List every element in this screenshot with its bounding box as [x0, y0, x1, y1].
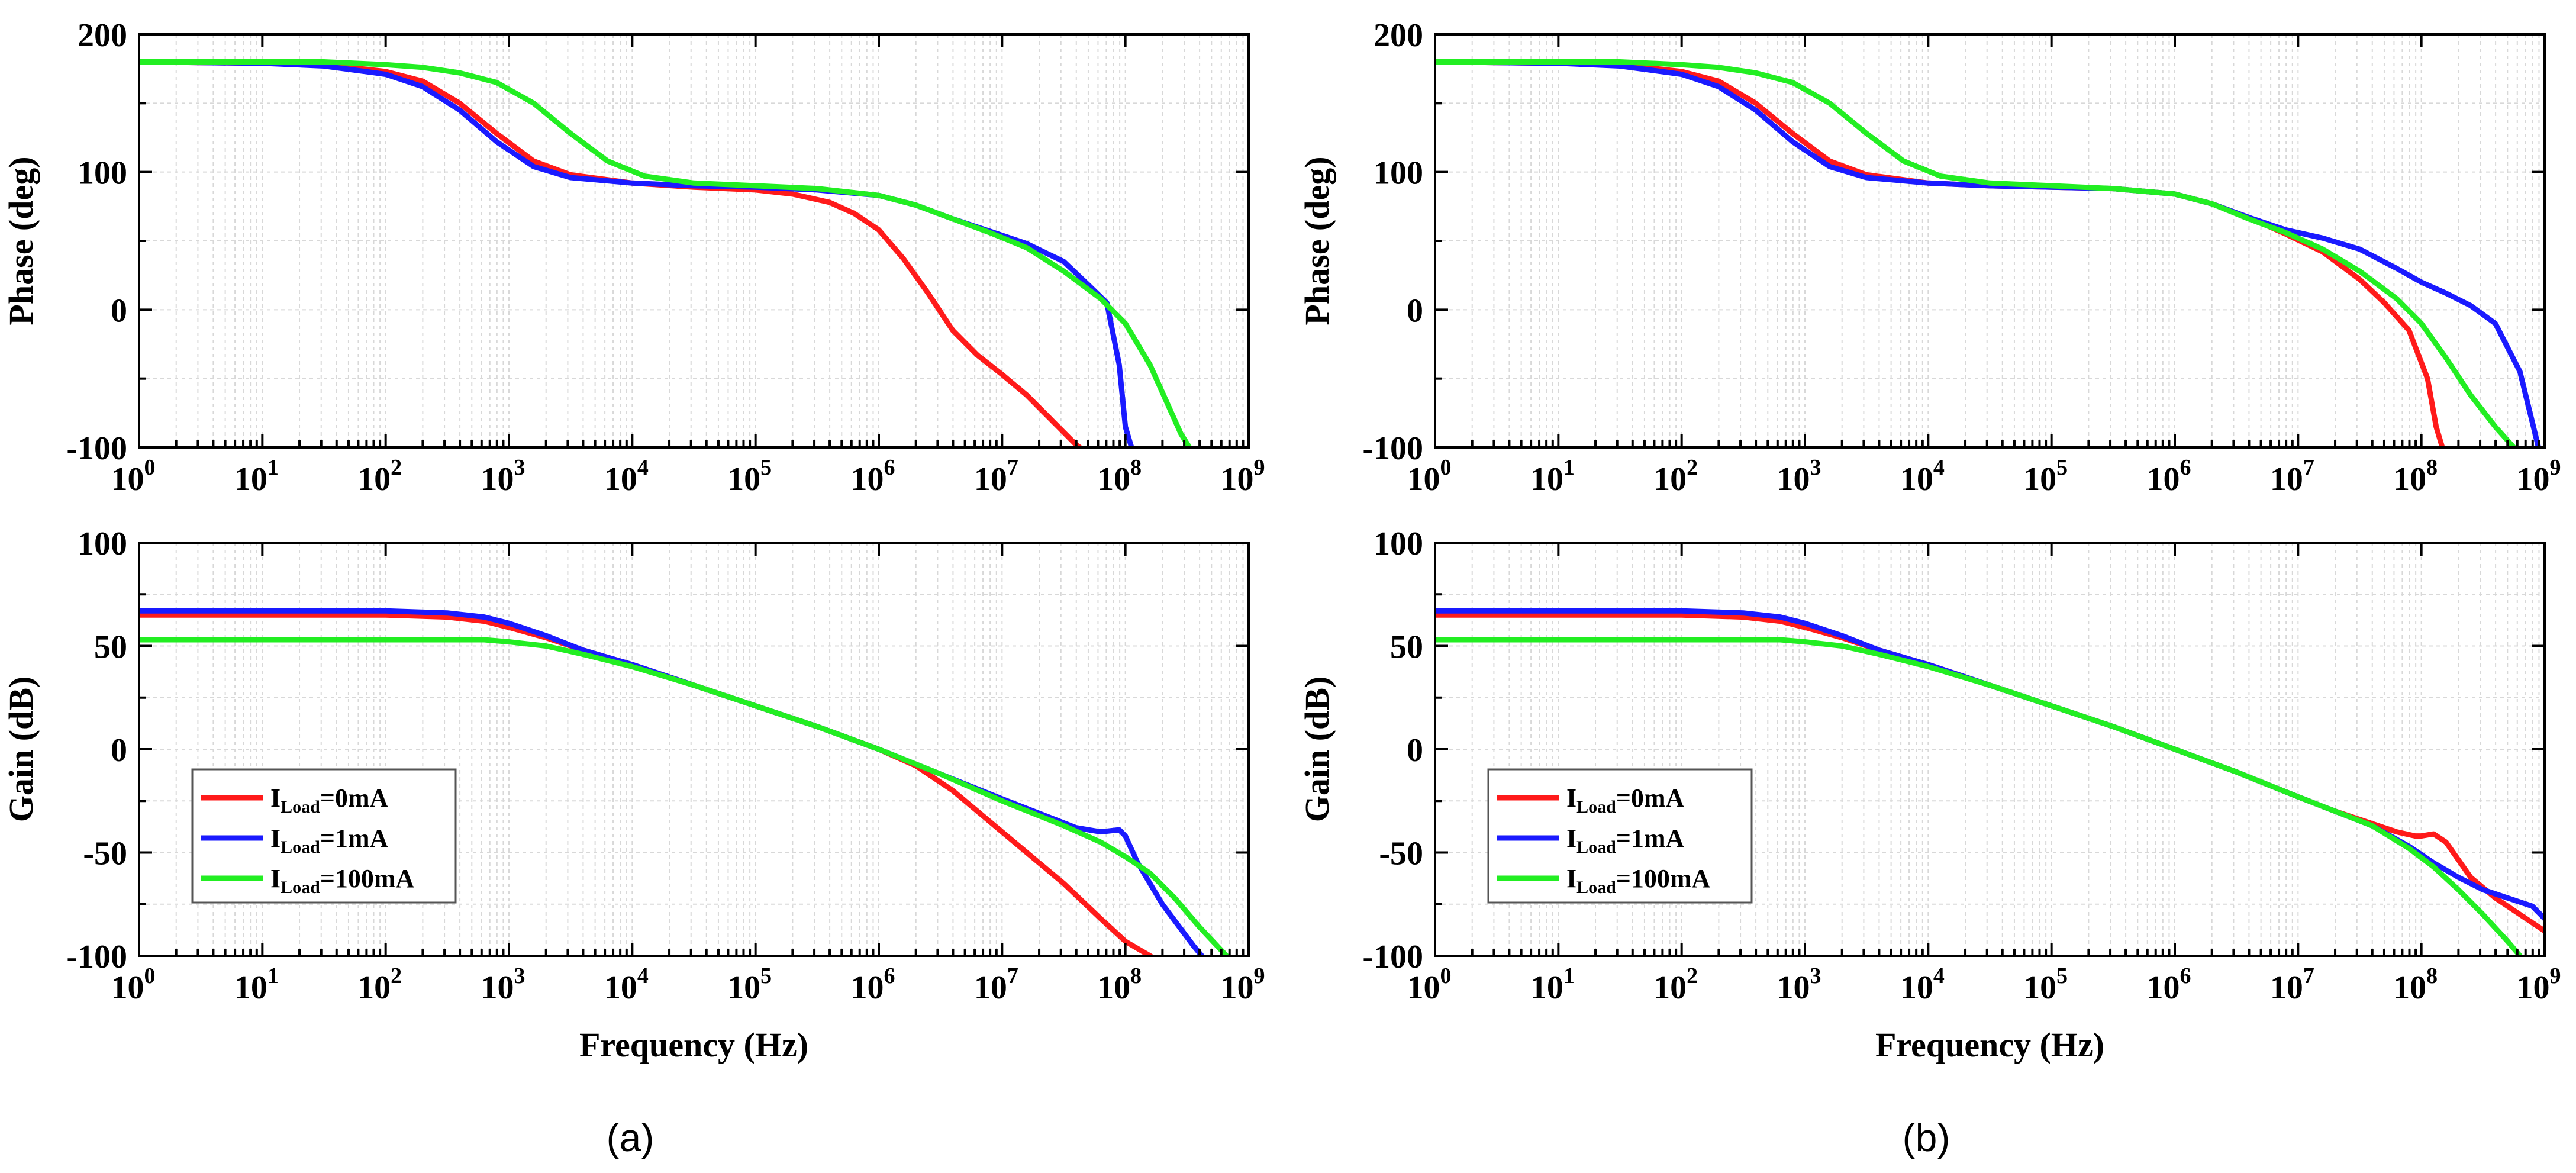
x-tick-label: 106: [851, 455, 895, 498]
x-tick-label: 105: [2023, 963, 2068, 1006]
x-tick-label: 108: [1097, 455, 1142, 498]
x-tick-label: 101: [234, 963, 279, 1006]
x-tick-label: 106: [2147, 455, 2191, 498]
y-tick-label: 200: [1374, 17, 1423, 54]
x-tick-label: 107: [974, 455, 1018, 498]
y-tick-label: 100: [1374, 155, 1423, 192]
x-tick-label: 100: [111, 963, 156, 1006]
plots-layer: 100 101 102 103 104 105 106 107 108 109 200 100 0 -10…: [2, 17, 2561, 1064]
x-tick-label: 107: [974, 963, 1018, 1006]
y-tick-label: 0: [111, 292, 127, 329]
panel-label-b: (b): [1903, 1116, 1950, 1159]
x-tick-label: 106: [851, 963, 895, 1006]
chart-a-gain: 100 101 102 103 104 105 106 107 108 109 100 50 0 -50 -…: [2, 526, 1265, 1064]
x-tick-label: 107: [2270, 455, 2314, 498]
y-axis-label: Phase (deg): [1298, 156, 1336, 325]
ticks: [1434, 33, 2546, 449]
x-tick-label: 100: [1407, 455, 1452, 498]
x-tick-label: 100: [111, 455, 156, 498]
x-tick-label: 109: [2517, 963, 2561, 1006]
y-tick-label: -100: [66, 430, 127, 467]
legends-layer: ILoad=0mAILoad=1mAILoad=100mAILoad=0mAIL…: [191, 768, 1753, 904]
x-tick-label: 105: [727, 963, 772, 1006]
y-tick-label: 0: [1407, 732, 1423, 769]
series-line-red: [1435, 59, 2445, 447]
series-line-green: [139, 637, 1229, 956]
y-tick-label: -100: [66, 939, 127, 975]
x-tick-label: 107: [2270, 963, 2314, 1006]
series-line-green: [139, 59, 1192, 447]
x-tick-label: 109: [1221, 963, 1265, 1006]
legend-entry-red: ILoad=0mA: [270, 784, 389, 817]
chart-b-phase: 100 101 102 103 104 105 106 107 108 109 200 100 0 -10…: [1298, 17, 2561, 498]
x-tick-label: 102: [357, 455, 402, 498]
chart-b-gain: 100 101 102 103 104 105 106 107 108 109 100 50 0 -50 -…: [1298, 526, 2561, 1064]
x-tick-label: 106: [2147, 963, 2191, 1006]
y-tick-label: -100: [1362, 430, 1423, 467]
x-tick-label: 105: [727, 455, 772, 498]
x-tick-label: 103: [481, 455, 525, 498]
y-axis-label: Gain (dB): [2, 676, 40, 823]
y-tick-label: 0: [111, 732, 127, 769]
x-tick-label: 103: [1777, 963, 1821, 1006]
x-tick-label: 109: [2517, 455, 2561, 498]
x-tick-label: 108: [2393, 455, 2438, 498]
y-tick-label: 50: [94, 629, 127, 666]
y-tick-label: 100: [78, 155, 127, 192]
x-axis-label: Frequency (Hz): [579, 1026, 808, 1064]
legend-entry-green: ILoad=100mA: [1566, 864, 1711, 897]
y-tick-label: 0: [1407, 292, 1423, 329]
y-axis-label: Gain (dB): [1298, 676, 1336, 823]
legend-entry-blue: ILoad=1mA: [270, 824, 389, 857]
x-tick-label: 102: [357, 963, 402, 1006]
x-tick-label: 109: [1221, 455, 1265, 498]
x-tick-label: 108: [1097, 963, 1142, 1006]
x-tick-label: 108: [2393, 963, 2438, 1006]
ticks: [1434, 542, 2546, 957]
y-tick-label: 100: [1374, 526, 1423, 562]
chart-a-phase: 100 101 102 103 104 105 106 107 108 109 200 100 0 -10…: [2, 17, 1265, 498]
legend-entry-green: ILoad=100mA: [270, 864, 415, 897]
legend-entry-blue: ILoad=1mA: [1566, 824, 1685, 857]
x-tick-label: 101: [1530, 455, 1575, 498]
legend-a-gain: ILoad=0mA ILoad=1mA ILoad=100mA: [191, 768, 457, 904]
series-line-green: [1435, 637, 2523, 956]
x-tick-label: 104: [1900, 963, 1945, 1006]
y-tick-label: 50: [1390, 629, 1423, 666]
ticks: [138, 542, 1250, 957]
y-tick-label: -50: [83, 836, 127, 872]
y-tick-label: 200: [78, 17, 127, 54]
grid: [139, 34, 1249, 447]
y-axis-label: Phase (deg): [2, 156, 40, 325]
x-tick-label: 103: [481, 963, 525, 1006]
y-tick-label: -50: [1379, 836, 1423, 872]
y-tick-label: 100: [78, 526, 127, 562]
x-tick-label: 105: [2023, 455, 2068, 498]
x-tick-label: 104: [604, 455, 649, 498]
grid: [1435, 34, 2545, 447]
x-tick-label: 101: [234, 455, 279, 498]
legend-entry-red: ILoad=0mA: [1566, 784, 1685, 817]
legend-b-gain: ILoad=0mA ILoad=1mA ILoad=100mA: [1487, 768, 1753, 904]
x-tick-label: 100: [1407, 963, 1452, 1006]
x-tick-label: 103: [1777, 455, 1821, 498]
x-tick-label: 104: [604, 963, 649, 1006]
x-tick-label: 104: [1900, 455, 1945, 498]
x-tick-label: 102: [1653, 963, 1698, 1006]
ticks: [138, 33, 1250, 449]
x-tick-label: 101: [1530, 963, 1575, 1006]
x-tick-label: 102: [1653, 455, 1698, 498]
series-line-red: [139, 59, 1083, 447]
y-tick-label: -100: [1362, 939, 1423, 975]
x-axis-label: Frequency (Hz): [1875, 1026, 2104, 1064]
series-line-green: [1435, 59, 2517, 447]
panel-label-a: (a): [607, 1116, 655, 1159]
